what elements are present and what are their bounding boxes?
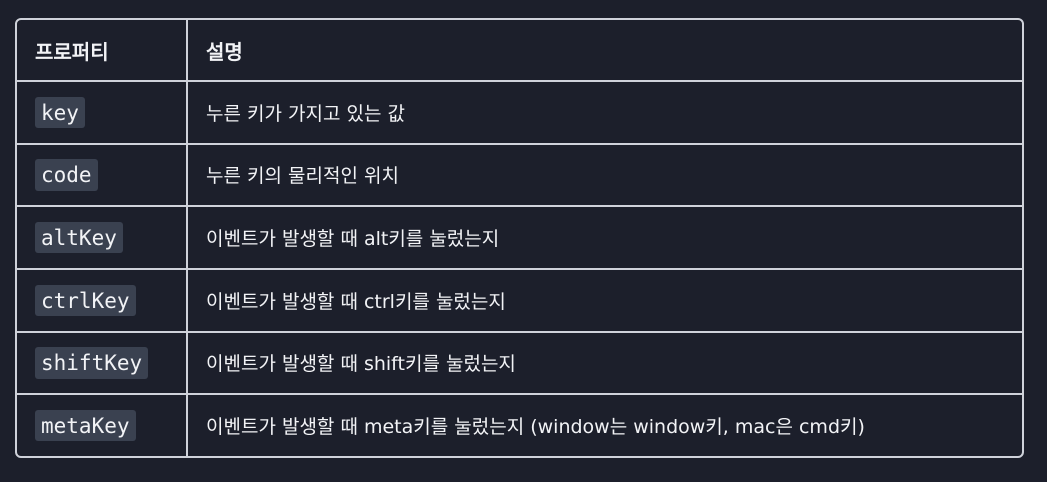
table-row: shiftKey 이벤트가 발생할 때 shift키를 눌렀는지 [17,331,1022,396]
property-code: shiftKey [35,347,149,379]
property-cell: code [17,143,188,208]
property-cell: ctrlKey [17,268,188,333]
keyboard-event-properties-table: 프로퍼티 설명 key 누른 키가 가지고 있는 값 code 누른 키의 물리… [15,18,1024,458]
property-cell: metaKey [17,394,188,456]
table-row: key 누른 키가 가지고 있는 값 [17,81,1022,145]
header-description: 설명 [187,20,1022,82]
properties-table: 프로퍼티 설명 key 누른 키가 가지고 있는 값 code 누른 키의 물리… [17,20,1022,456]
description-cell: 이벤트가 발생할 때 ctrl키를 눌렀는지 [187,268,1022,333]
property-code: metaKey [35,410,136,442]
description-cell: 이벤트가 발생할 때 shift키를 눌렀는지 [187,331,1022,396]
property-code: key [35,96,85,128]
description-cell: 누른 키가 가지고 있는 값 [187,81,1022,145]
property-cell: shiftKey [17,331,188,396]
description-cell: 누른 키의 물리적인 위치 [187,143,1022,208]
header-property: 프로퍼티 [17,20,188,82]
property-cell: altKey [17,206,188,270]
table-row: altKey 이벤트가 발생할 때 alt키를 눌렀는지 [17,206,1022,270]
table-row: ctrlKey 이벤트가 발생할 때 ctrl키를 눌렀는지 [17,268,1022,333]
table-row: metaKey 이벤트가 발생할 때 meta키를 눌렀는지 (window는 … [17,394,1022,456]
property-cell: key [17,81,188,145]
table-row: code 누른 키의 물리적인 위치 [17,143,1022,208]
table-header-row: 프로퍼티 설명 [17,20,1022,82]
description-cell: 이벤트가 발생할 때 meta키를 눌렀는지 (window는 window키,… [206,416,865,439]
property-code: altKey [35,222,123,254]
description-cell: 이벤트가 발생할 때 alt키를 눌렀는지 [187,206,1022,270]
property-code: ctrlKey [35,284,136,316]
property-code: code [35,159,98,191]
